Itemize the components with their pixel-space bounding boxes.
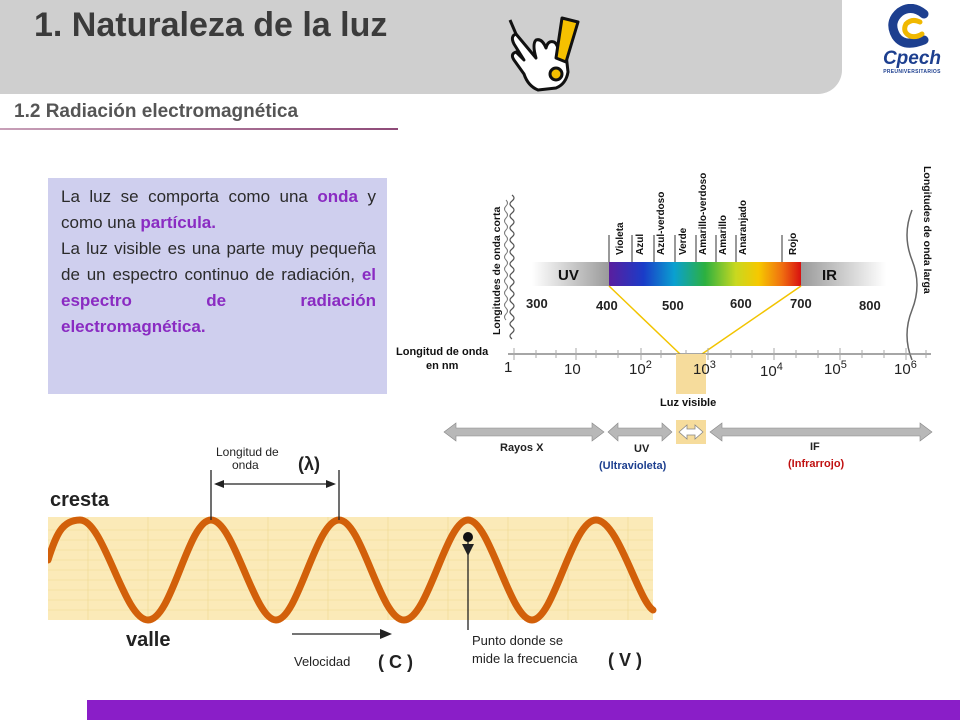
short-wave-squiggle — [509, 194, 515, 340]
wave-curve — [48, 516, 657, 624]
cresta-label: cresta — [50, 489, 110, 511]
color-label-azul-verdoso: Azul-verdoso — [656, 192, 667, 255]
nm-tick: 800 — [859, 298, 881, 313]
wavelength-label-1: Longitud de — [216, 445, 279, 459]
wave-diagram: cresta valle Longitud de onda (λ) Veloci… — [48, 445, 657, 672]
velocity-symbol: ( C ) — [378, 652, 413, 672]
color-label-verde: Verde — [678, 227, 689, 255]
frequency-point — [463, 532, 473, 542]
log-tick: 102 — [629, 359, 652, 378]
uv-full-label: (Ultravioleta) — [599, 460, 667, 472]
color-label-anaranjado: Anaranjado — [738, 200, 749, 255]
frequency-label-1: Punto donde se — [472, 633, 563, 648]
visible-light-label: Luz visible — [660, 397, 716, 409]
short-wavelength-label: Longitudes de onda corta — [491, 207, 503, 335]
short-wave-squiggle — [504, 199, 508, 321]
subtitle-underline — [0, 128, 398, 130]
cpech-logo: Cpech PREUNIVERSITARIOS — [872, 4, 952, 82]
long-wavelength-label: Longitudes de onda larga — [921, 166, 933, 294]
log-tick: 10 — [564, 361, 581, 378]
log-tick: 1 — [504, 359, 512, 376]
if-band-arrow — [709, 422, 933, 442]
ir-region — [801, 262, 886, 286]
lambda-symbol: (λ) — [298, 454, 320, 474]
ir-label: IR — [822, 267, 837, 284]
logo-subtext: PREUNIVERSITARIOS — [883, 69, 941, 75]
color-label-violeta: Violeta — [615, 222, 626, 255]
footer-bar — [87, 700, 960, 720]
xray-band-arrow — [443, 422, 605, 442]
frequency-label-2: mide la frecuencia — [472, 651, 578, 666]
visible-band-arrow — [678, 424, 704, 440]
color-label-azul: Azul — [635, 234, 646, 255]
uv-region — [532, 262, 609, 286]
if-full-label: (Infrarrojo) — [788, 458, 845, 470]
frequency-symbol: ( V ) — [608, 650, 642, 670]
explanation-box: La luz se comporta como una onda y como … — [48, 178, 387, 394]
axis-label-line1: Longitud de onda — [396, 346, 489, 358]
log-tick: 104 — [760, 361, 783, 380]
uv-band-arrow — [607, 422, 673, 442]
valle-label: valle — [126, 629, 170, 651]
log-tick: 103 — [693, 359, 716, 378]
text-segment: y como una — [61, 187, 376, 232]
page-title: 1. Naturaleza de la luz — [34, 6, 388, 44]
visible-light-marker — [676, 354, 706, 394]
cpech-emblem-icon — [888, 4, 929, 48]
electromagnetic-spectrum-diagram: Longitudes de onda corta Longitudes de o… — [396, 166, 933, 472]
velocity-label: Velocidad — [294, 654, 350, 669]
hand-pointer-exclamation-icon — [508, 16, 580, 92]
long-wave-curve — [906, 209, 918, 361]
text-segment: La luz visible es una parte muy pequeña … — [61, 239, 376, 284]
color-label-rojo: Rojo — [788, 233, 799, 255]
highlight-onda: onda — [317, 187, 358, 206]
nm-tick: 300 — [526, 296, 548, 311]
log-tick: 106 — [894, 359, 917, 378]
uv-label: UV — [558, 267, 579, 284]
log-tick: 105 — [824, 359, 847, 378]
section-subtitle: 1.2 Radiación electromagnética — [14, 101, 299, 122]
color-label-amarillo: Amarillo — [718, 215, 729, 255]
nm-tick: 700 — [790, 296, 812, 311]
nm-tick: 400 — [596, 298, 618, 313]
uv-band-label: UV — [634, 443, 650, 455]
header-bar — [0, 0, 842, 94]
if-band-label: IF — [810, 441, 820, 453]
highlight-particula: partícula. — [140, 213, 216, 232]
nm-tick: 600 — [730, 296, 752, 311]
visible-spectrum-bar — [609, 262, 801, 286]
wavelength-label-2: onda — [232, 458, 259, 472]
axis-label-line2: en nm — [426, 360, 459, 372]
logo-text: Cpech — [882, 48, 942, 69]
color-label-amarillo-verdoso: Amarillo-verdoso — [698, 173, 709, 255]
nm-tick: 500 — [662, 298, 684, 313]
text-segment: La luz se comporta como una — [61, 187, 318, 206]
xray-label: Rayos X — [500, 442, 544, 454]
highlight-espectro: el espectro de radiación electromagnétic… — [61, 265, 376, 336]
